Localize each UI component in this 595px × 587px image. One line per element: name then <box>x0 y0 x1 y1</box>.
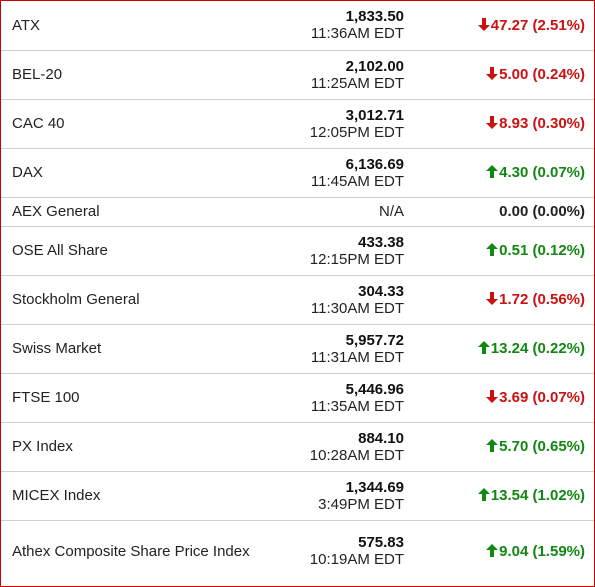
index-row-px[interactable]: PX Index 884.10 10:28AM EDT 5.70 (0.65%) <box>1 422 594 471</box>
index-change: 1.72 (0.56%) <box>499 291 585 308</box>
index-value: 1,833.50 <box>345 8 404 26</box>
arrow-up-icon <box>477 488 490 501</box>
index-time: 12:15PM EDT <box>309 250 404 268</box>
index-row-ftse[interactable]: FTSE 100 5,446.96 11:35AM EDT 3.69 (0.07… <box>1 373 594 422</box>
index-time: 11:25AM EDT <box>310 74 404 92</box>
index-name[interactable]: OSE All Share <box>12 242 108 259</box>
index-change: 5.00 (0.24%) <box>499 66 585 83</box>
index-row-swiss[interactable]: Swiss Market 5,957.72 11:31AM EDT 13.24 … <box>1 324 594 373</box>
index-name[interactable]: AEX General <box>12 203 100 220</box>
index-change: 47.27 (2.51%) <box>490 16 585 34</box>
index-row-micex[interactable]: MICEX Index 1,344.69 3:49PM EDT 13.54 (1… <box>1 471 594 520</box>
index-row-stockholm[interactable]: Stockholm General 304.33 11:30AM EDT 1.7… <box>1 275 594 324</box>
index-value: 884.10 <box>358 429 404 447</box>
index-change: 0.51 (0.12%) <box>499 242 585 259</box>
arrow-up-icon <box>486 165 499 178</box>
index-value: 5,446.96 <box>345 380 404 398</box>
index-name[interactable]: FTSE 100 <box>12 389 80 406</box>
arrow-down-icon <box>486 292 499 305</box>
arrow-up-icon <box>486 439 499 452</box>
index-time: 11:36AM EDT <box>310 25 404 43</box>
index-change: 5.70 (0.65%) <box>499 438 585 455</box>
index-name[interactable]: MICEX Index <box>12 487 101 504</box>
index-time: 12:05PM EDT <box>309 123 404 141</box>
arrow-up-icon <box>486 243 499 256</box>
index-name[interactable]: Swiss Market <box>12 340 102 357</box>
index-value: 575.83 <box>358 534 404 552</box>
index-name[interactable]: PX Index <box>12 438 73 455</box>
index-name[interactable]: BEL-20 <box>12 66 63 83</box>
index-row-bel20[interactable]: BEL-20 2,102.00 11:25AM EDT 5.00 (0.24%) <box>1 50 594 99</box>
index-time: 11:45AM EDT <box>310 172 404 190</box>
index-name[interactable]: Stockholm General <box>12 291 140 308</box>
arrow-down-icon <box>486 390 499 403</box>
index-value: 433.38 <box>358 233 404 251</box>
index-value: 304.33 <box>358 282 404 300</box>
index-row-cac40[interactable]: CAC 40 3,012.71 12:05PM EDT 8.93 (0.30%) <box>1 99 594 148</box>
index-value: 2,102.00 <box>345 57 404 75</box>
index-name[interactable]: CAC 40 <box>12 115 65 132</box>
arrow-up-icon <box>477 341 490 354</box>
index-row-atx[interactable]: ATX 1,833.50 11:36AM EDT 47.27 (2.51%) <box>1 1 594 50</box>
index-name[interactable]: DAX <box>12 164 43 181</box>
index-change: 8.93 (0.30%) <box>499 115 585 132</box>
index-time: 3:49PM EDT <box>318 495 404 513</box>
index-value: N/A <box>378 203 404 220</box>
index-name[interactable]: ATX <box>12 16 41 34</box>
index-row-aex[interactable]: AEX General N/A 0.00 (0.00%) <box>1 197 594 226</box>
index-change: 13.24 (0.22%) <box>490 340 585 357</box>
index-value: 3,012.71 <box>345 106 404 124</box>
index-time: 11:31AM EDT <box>310 348 404 366</box>
arrow-down-icon <box>486 67 499 80</box>
index-change: 9.04 (1.59%) <box>499 542 585 560</box>
arrow-down-icon <box>486 116 499 129</box>
index-time: 10:28AM EDT <box>309 446 404 464</box>
arrow-down-icon <box>477 17 490 31</box>
index-value: 6,136.69 <box>345 155 404 173</box>
index-name[interactable]: Athex Composite Share Price Index <box>12 542 250 560</box>
index-row-ose[interactable]: OSE All Share 433.38 12:15PM EDT 0.51 (0… <box>1 226 594 275</box>
index-value: 1,344.69 <box>345 478 404 496</box>
index-change: 3.69 (0.07%) <box>499 389 585 406</box>
index-row-athex[interactable]: Athex Composite Share Price Index 575.83… <box>1 520 594 582</box>
index-change: 0.00 (0.00%) <box>499 203 585 220</box>
index-row-dax[interactable]: DAX 6,136.69 11:45AM EDT 4.30 (0.07%) <box>1 148 594 197</box>
index-time: 10:19AM EDT <box>309 551 404 569</box>
index-value: 5,957.72 <box>345 331 404 349</box>
index-time: 11:35AM EDT <box>310 397 404 415</box>
arrow-up-icon <box>486 543 499 557</box>
index-change: 4.30 (0.07%) <box>499 164 585 181</box>
index-time: 11:30AM EDT <box>310 299 404 317</box>
index-change: 13.54 (1.02%) <box>490 487 585 504</box>
